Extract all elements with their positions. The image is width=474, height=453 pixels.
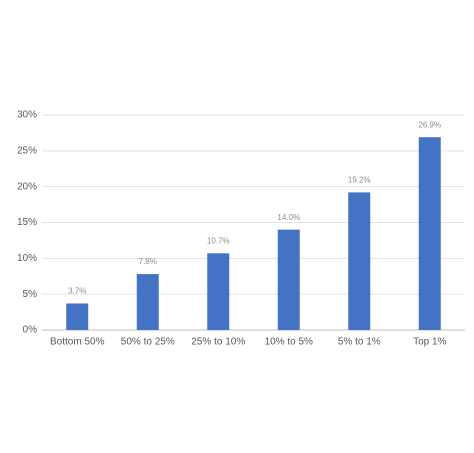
value-label: 14.0% <box>277 213 300 222</box>
y-tick-label: 30% <box>17 110 37 121</box>
bar <box>207 253 230 330</box>
bar <box>277 229 300 330</box>
y-tick-label: 10% <box>17 253 37 264</box>
value-label: 19.2% <box>348 176 371 185</box>
value-label: 7.8% <box>139 257 157 266</box>
y-tick-label: 0% <box>23 325 38 336</box>
y-tick-label: 20% <box>17 181 37 192</box>
value-label: 3.7% <box>68 287 86 296</box>
value-label: 10.7% <box>207 236 230 245</box>
bar <box>136 274 159 330</box>
y-tick-label: 5% <box>23 289 38 300</box>
x-tick-label: 50% to 25% <box>121 337 175 348</box>
x-tick-label: 5% to 1% <box>338 337 381 348</box>
x-tick-label: 10% to 5% <box>265 337 313 348</box>
bar <box>348 192 371 330</box>
x-tick-label: 25% to 10% <box>191 337 245 348</box>
y-tick-label: 25% <box>17 145 37 156</box>
x-tick-label: Top 1% <box>413 337 446 348</box>
value-label: 26.9% <box>418 120 441 129</box>
y-tick-label: 15% <box>17 217 37 228</box>
bar <box>66 303 89 330</box>
x-tick-label: Bottom 50% <box>50 337 105 348</box>
bar <box>418 137 441 330</box>
